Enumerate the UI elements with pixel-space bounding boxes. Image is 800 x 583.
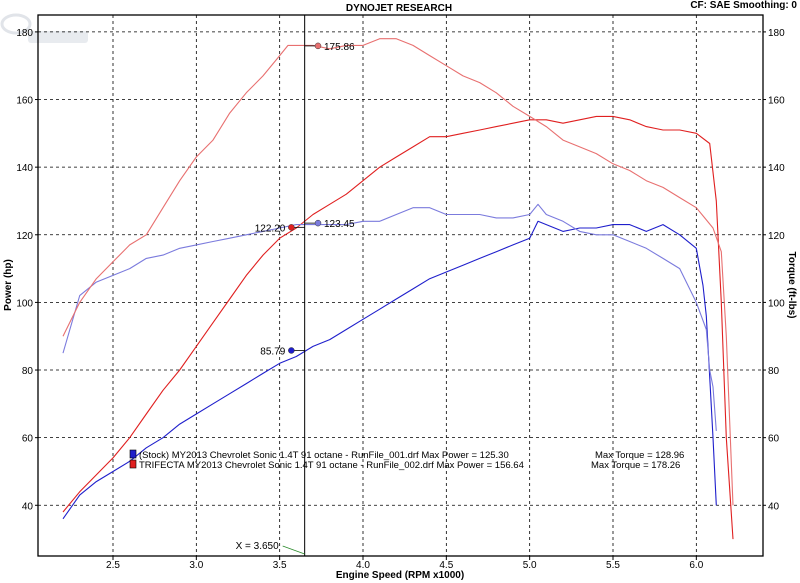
dynojet-watermark-logo: [0, 13, 88, 43]
legend-torque-trifecta: Max Torque = 178.26: [591, 460, 680, 471]
series-line-0: [62, 220, 717, 520]
marker-label: 85.79: [260, 346, 285, 357]
marker-dot: [288, 224, 295, 231]
series-line-2: [62, 203, 717, 431]
chart-header-info: CF: SAE Smoothing: 0: [690, 0, 797, 11]
right-tick-label: 100: [768, 298, 785, 309]
legend-label-stock: (Stock) MY2013 Chevrolet Sonic 1.4T 91 o…: [139, 450, 509, 461]
series-line-3: [62, 38, 734, 506]
series-layer: [62, 38, 734, 540]
right-tick-label: 140: [768, 163, 785, 174]
right-axis-title: Torque (ft-lbs): [786, 251, 797, 318]
x-axis-title: Engine Speed (RPM x1000): [336, 570, 464, 581]
legend-swatch-trifecta: [129, 459, 137, 469]
legend-swatch-stock: [129, 449, 137, 459]
right-axis-ticks: 40 60 80 100 120 140 160 180: [763, 28, 785, 512]
x-tick-label: 2.5: [106, 560, 120, 571]
marker-label: 175.86: [324, 42, 355, 53]
right-tick-label: 40: [768, 501, 780, 512]
legend-entry-stock[interactable]: (Stock) MY2013 Chevrolet Sonic 1.4T 91 o…: [129, 449, 684, 461]
legend-label-trifecta: TRIFECTA MY2013 Chevrolet Sonic 1.4T 91 …: [139, 460, 524, 471]
x-tick-label: 4.0: [356, 560, 370, 571]
right-tick-label: 60: [768, 434, 780, 445]
marker-dot: [314, 219, 322, 227]
left-tick-label: 180: [16, 28, 33, 39]
grid-lines: [38, 15, 763, 556]
left-tick-label: 140: [16, 163, 33, 174]
legend-entry-trifecta[interactable]: TRIFECTA MY2013 Chevrolet Sonic 1.4T 91 …: [129, 459, 680, 471]
cursor-layer[interactable]: X = 3.650: [236, 15, 306, 556]
chart-header-title: DYNOJET RESEARCH: [346, 3, 452, 14]
x-tick-label: 4.5: [439, 560, 453, 571]
series-line-1: [62, 115, 734, 540]
marker-label: 122.20: [255, 223, 286, 234]
cursor-readout: X = 3.650: [236, 541, 280, 552]
left-tick-label: 100: [16, 298, 33, 309]
legend-torque-stock: Max Torque = 128.96: [595, 450, 684, 461]
left-axis-title: Power (hp): [3, 259, 14, 311]
left-tick-label: 120: [16, 231, 33, 242]
right-tick-label: 80: [768, 366, 780, 377]
cursor-leader: [282, 545, 305, 555]
right-tick-label: 120: [768, 231, 785, 242]
left-tick-label: 80: [22, 366, 34, 377]
marker-dot: [288, 347, 295, 354]
right-tick-label: 180: [768, 28, 785, 39]
left-axis-ticks: 40 60 80 100 120 140 160 180: [16, 28, 38, 512]
marker-layer: 85.79 122.20 123.45 175.86: [255, 42, 355, 358]
x-tick-label: 5.0: [523, 560, 537, 571]
x-tick-label: 5.5: [606, 560, 620, 571]
x-tick-label: 3.5: [273, 560, 287, 571]
marker-label: 123.45: [324, 219, 355, 230]
marker-dot: [314, 42, 322, 50]
x-axis-ticks: 2.5 3.0 3.5 4.0 4.5 5.0 5.5 6.0: [106, 556, 704, 571]
legend: (Stock) MY2013 Chevrolet Sonic 1.4T 91 o…: [129, 449, 684, 471]
left-tick-label: 160: [16, 96, 33, 107]
plot-area-frame: [37, 14, 764, 557]
left-tick-label: 40: [22, 501, 34, 512]
left-tick-label: 60: [22, 434, 34, 445]
right-tick-label: 160: [768, 96, 785, 107]
x-tick-label: 6.0: [689, 560, 703, 571]
x-tick-label: 3.0: [189, 560, 203, 571]
